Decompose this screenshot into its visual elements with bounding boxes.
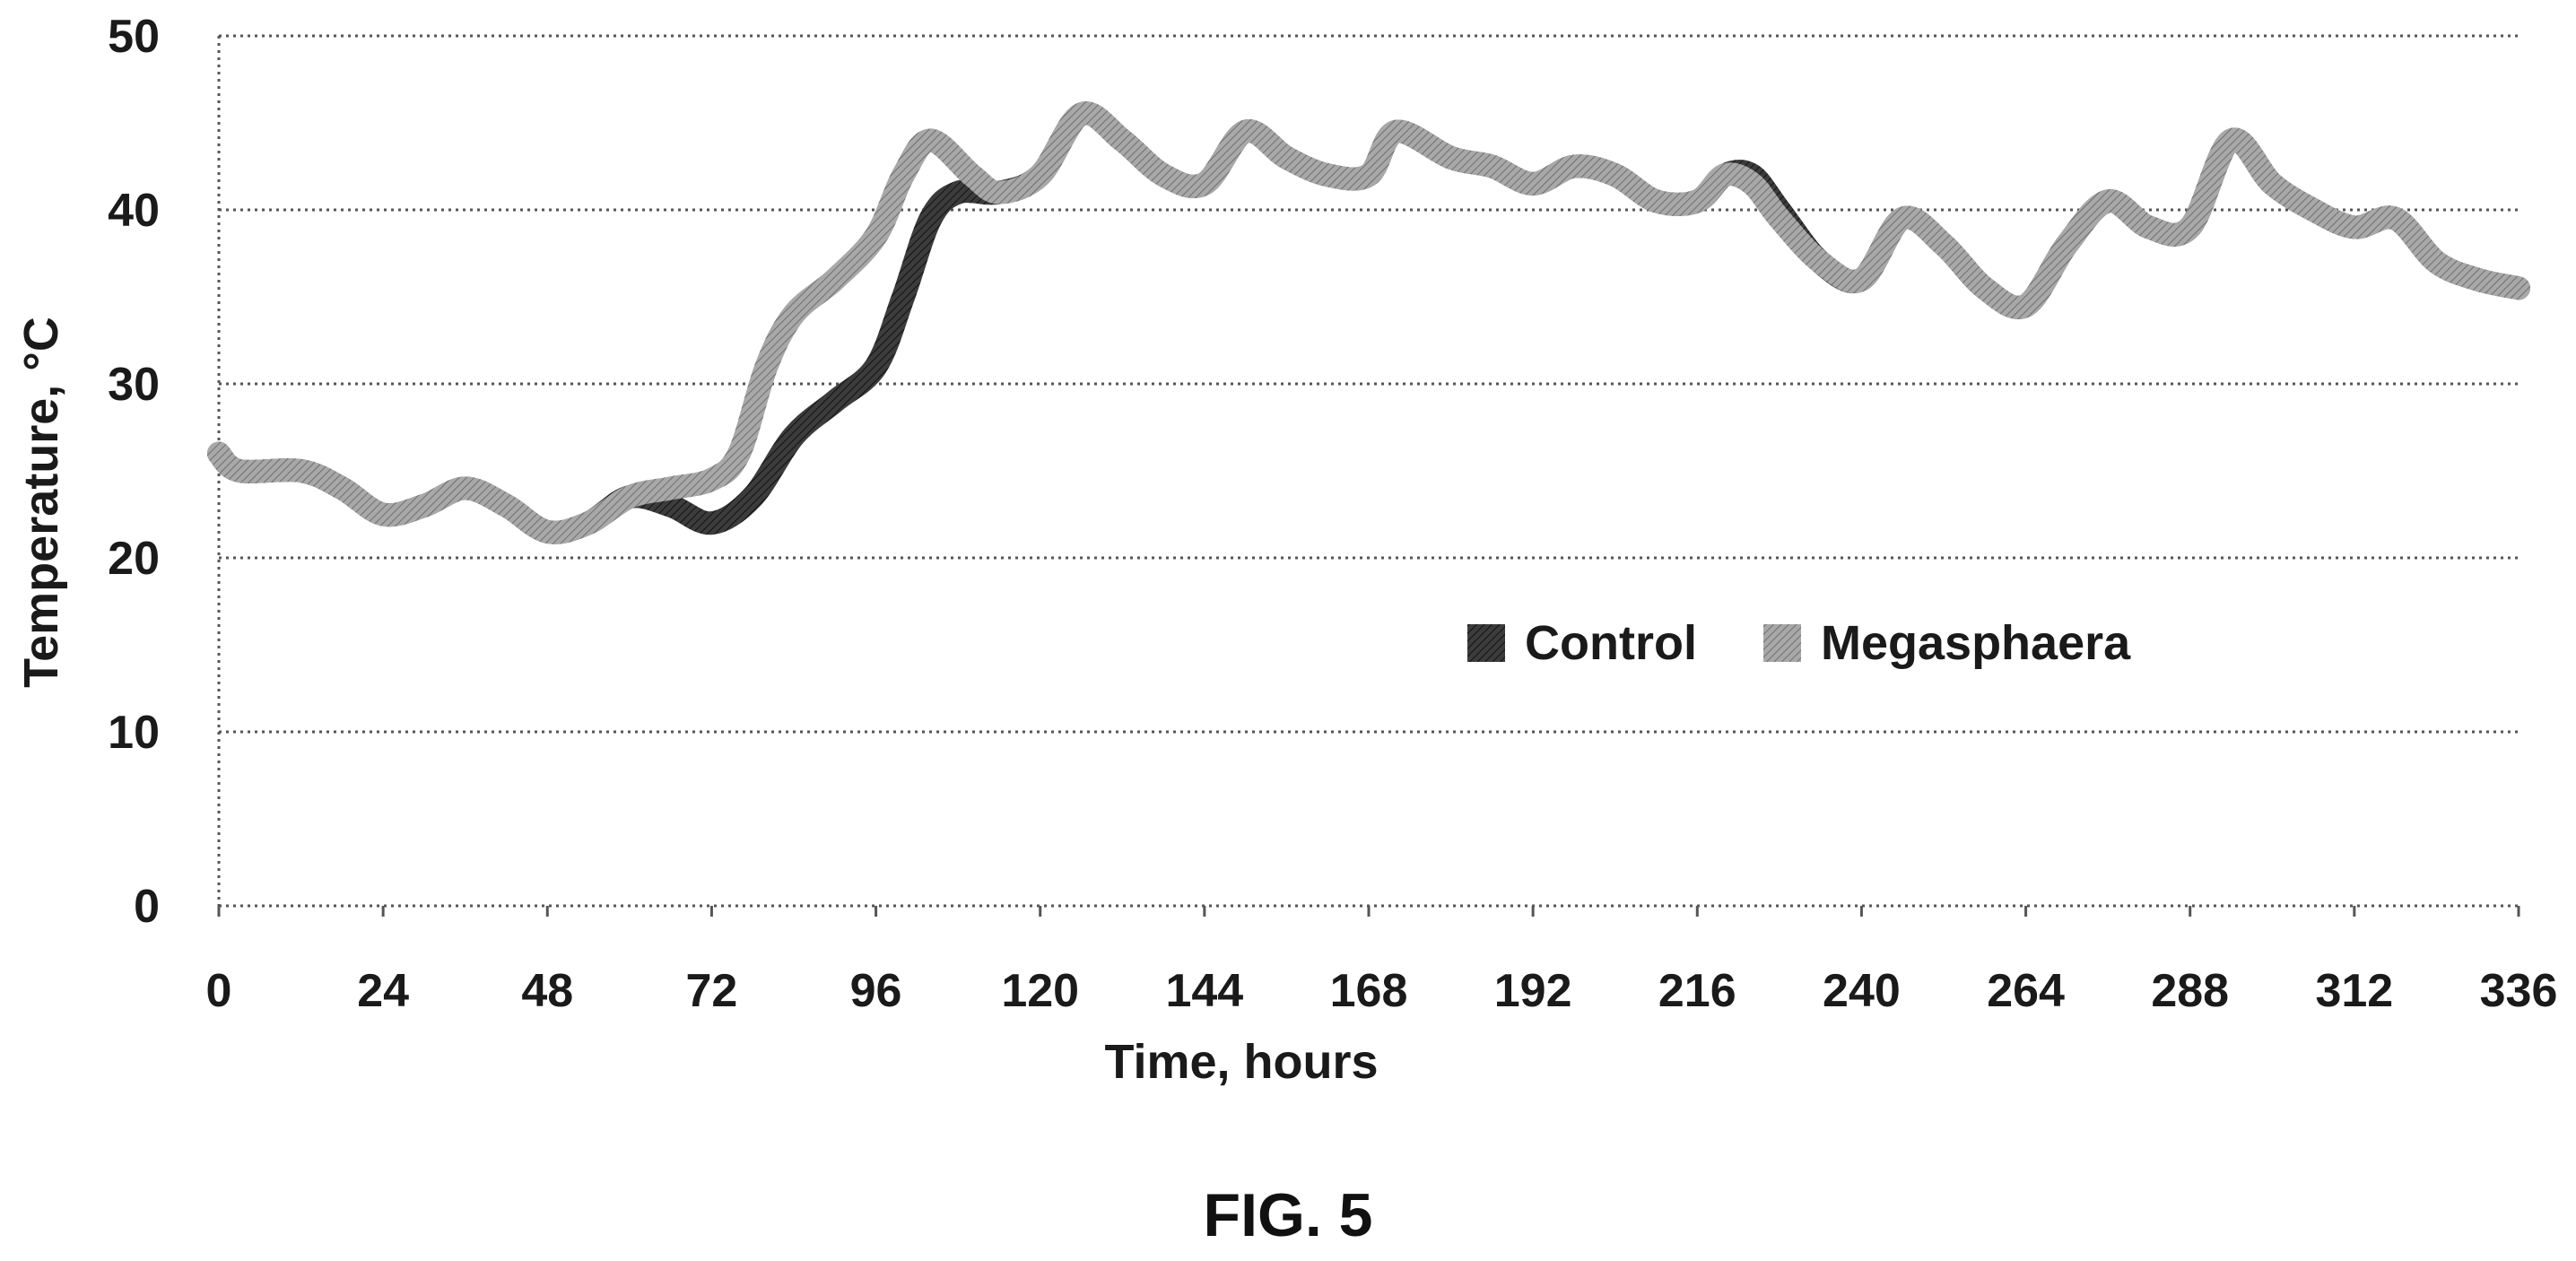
x-tick-label: 48 <box>521 965 573 1017</box>
series-lines <box>207 101 2530 544</box>
legend-label-control: Control <box>1525 616 1697 670</box>
legend-swatch-control <box>1467 624 1505 662</box>
legend-label-megasphaera: Megasphaera <box>1821 616 2131 670</box>
tick-labels: 0 10 20 30 40 50 0 24 48 72 96 120 144 168 192 216 240 26… <box>108 11 2557 1017</box>
x-tick-label: 312 <box>2315 965 2393 1017</box>
x-tick-label: 24 <box>357 965 409 1017</box>
x-tick-label: 216 <box>1658 965 1736 1017</box>
y-tick-label: 30 <box>108 359 160 411</box>
x-tick-label: 192 <box>1494 965 1572 1017</box>
x-tick-label: 144 <box>1165 965 1243 1017</box>
y-tick-label: 50 <box>108 11 160 63</box>
figure-caption: FIG. 5 <box>1204 1181 1373 1249</box>
x-tick-label: 336 <box>2480 965 2558 1017</box>
x-tick-label: 240 <box>1823 965 1901 1017</box>
y-tick-label: 20 <box>108 533 160 585</box>
x-tick-label: 168 <box>1330 965 1408 1017</box>
x-tick-label: 288 <box>2151 965 2229 1017</box>
y-tick-label: 10 <box>108 707 160 759</box>
x-tick-label: 72 <box>686 965 738 1017</box>
y-axis-title: Temperature, °C <box>14 317 68 688</box>
axes <box>217 36 2520 917</box>
x-tick-label: 96 <box>850 965 902 1017</box>
legend-swatch-megasphaera <box>1763 624 1801 662</box>
series-line-megasphaera <box>207 101 2530 544</box>
x-tick-label: 0 <box>206 965 232 1017</box>
y-tick-label: 40 <box>108 185 160 237</box>
x-tick-label: 120 <box>1001 965 1079 1017</box>
gridlines <box>219 34 2519 734</box>
legend: Control Megasphaera <box>1467 616 2131 670</box>
x-axis-title: Time, hours <box>1104 1035 1378 1089</box>
x-tick-label: 264 <box>1987 965 2065 1017</box>
y-tick-label: 0 <box>134 881 160 933</box>
